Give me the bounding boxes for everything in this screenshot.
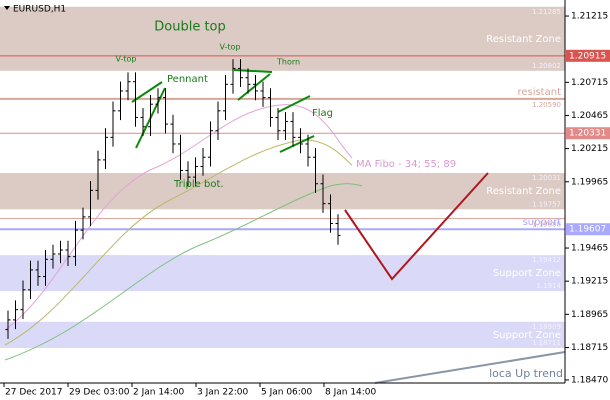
zone [0,173,565,210]
y-tick-label: 1.20465 [571,111,608,121]
zone-top-value: 1.18909 [532,323,561,331]
zone-top-value: 1.21285 [532,8,561,16]
level-value: 1.19688 [532,220,561,228]
zone-label: Resistant Zone [486,34,561,45]
axis-price-label: 1.19607 [569,225,606,235]
axis-price-box [566,49,610,62]
annotation: V-top [220,43,241,52]
zone-label: Resistant Zone [486,186,561,197]
zones: Resistant Zone 1.21285 1.20802 Resistant Zo… [0,6,565,349]
ma-89 [4,183,363,361]
zone-bottom-value: 1.20802 [532,62,561,70]
menu-arrow[interactable] [4,6,10,10]
zone-top-value: 1.19412 [532,256,561,264]
x-tick-label: 5 Jan 06:00 [261,388,313,398]
chart-title: EURUSD,H1 [13,5,66,15]
zone-bottom-value: 1.18711 [532,339,561,347]
axis-price-label: 1.20915 [569,51,606,61]
level-label: support [523,217,561,228]
zone-bottom-value: 1.1914 [537,282,562,290]
levels: 1.20915 resistant 1.20590 1.20331 1.19688sup… [0,49,610,236]
axis-price-box [566,223,610,236]
x-tick-label: 8 Jan 14:00 [325,388,377,398]
axis-price-box [566,127,610,140]
y-tick-label: 1.19215 [571,277,608,287]
x-tick-label: 27 Dec 2017 [5,388,63,398]
axis-price-label: 1.20331 [569,129,606,139]
x-tick-label: 3 Jan 22:00 [197,388,249,398]
zone [0,6,565,71]
trend-line [374,351,566,384]
annotation: Thorn [276,58,300,67]
x-tick-label: 2 Jan 14:00 [133,388,185,398]
annotation: loca Up trend [489,367,563,380]
y-tick-label: 1.19965 [571,177,608,187]
flag-line [277,95,311,113]
annotation: Double top [154,20,226,35]
annotations: Double top V-top V-top Pennant Thorn Fla… [116,20,564,381]
y-tick-label: 1.18470 [571,375,608,385]
zone [0,321,565,349]
y-tick-label: 1.19465 [571,244,608,254]
annotation: V-top [116,55,137,64]
zone-bottom-value: 1.19757 [532,200,561,208]
zone [0,255,565,292]
annotation: MA Fibo - 34; 55; 89 [356,159,456,170]
annotation: Flag [312,108,333,119]
y-tick-label: 1.20215 [571,144,608,154]
y-tick-label: 1.18965 [571,310,608,320]
ma-55 [4,139,353,346]
annotation: Pennant [167,74,208,85]
ma-34 [4,104,353,331]
projection [344,172,489,281]
x-tick-label: 29 Dec 03:00 [69,388,130,398]
thorn-line [237,73,271,101]
level-value: 1.20590 [532,101,561,109]
pennant-line [131,81,163,103]
level-label: resistant [517,87,561,98]
zone-top-value: 1.20031 [532,174,561,182]
y-tick-label: 1.18715 [571,343,608,353]
annotation: Triple bot. [173,179,224,190]
zone-label: Support Zone [493,268,561,279]
zone-label: Support Zone [493,330,561,341]
y-tick-label: 1.21215 [571,12,608,22]
y-tick-label: 1.20715 [571,78,608,88]
drawings [4,69,566,384]
price-bars [5,59,341,339]
